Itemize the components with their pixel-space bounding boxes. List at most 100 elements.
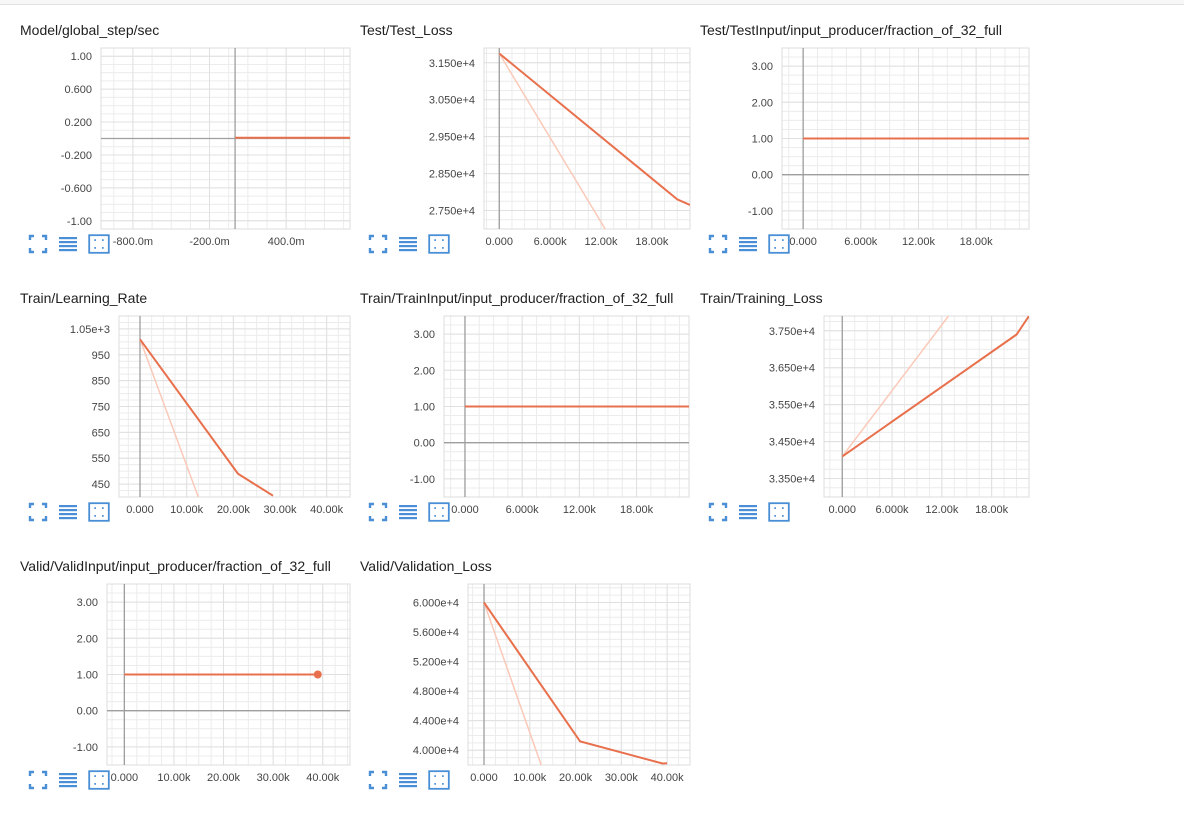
y-tick-label: 1.00 [752,134,773,146]
y-tick-label: 4.800e+4 [413,686,459,698]
list-icon [59,237,77,252]
list-button[interactable] [398,234,420,254]
y-tick-label: 950 [92,350,110,362]
plot-frame [467,583,691,766]
list-button[interactable] [738,234,760,254]
y-tick-label: 0.200 [64,117,92,129]
y-tick-label: 3.450e+4 [769,437,815,449]
chart-title: Train/TrainInput/input_producer/fraction… [360,290,674,306]
plot-frame [118,315,351,498]
chart-card: Train/Learning_Rate 0.000 10.00k 20.00k 30.0… [20,268,360,528]
y-tick-label: 3.650e+4 [769,363,815,375]
list-button[interactable] [398,502,420,522]
fit-domain-icon [88,502,110,522]
x-tick-label: 6.000k [534,236,568,248]
list-button[interactable] [58,770,80,790]
chart-plot[interactable]: 0.000 10.00k 20.00k 30.00k 40.00k 6.000e+4 5.6… [360,536,700,784]
expand-icon [708,234,728,254]
fit-domain-icon [768,502,790,522]
top-bar [0,0,1184,5]
fit-domain-button[interactable] [428,770,450,790]
chart-title: Test/Test_Loss [360,22,453,38]
x-tick-label: 18.00k [975,504,1009,516]
list-button[interactable] [738,502,760,522]
list-button[interactable] [398,770,420,790]
x-tick-label: 6.000k [506,504,540,516]
fit-domain-button[interactable] [428,234,450,254]
y-tick-label: 3.00 [77,597,98,609]
chart-title: Train/Learning_Rate [20,290,148,306]
expand-button[interactable] [28,770,50,790]
chart-plot[interactable]: 0.000 10.00k 20.00k 30.00k 40.00k 3.00 2.00 1.0… [20,536,360,784]
chart-plot[interactable]: -800.0m -200.0m 400.0m 1.00 0.600 0.200 -0.200… [20,0,360,248]
y-tick-label: 0.600 [64,84,92,96]
x-tick-label: 18.00k [635,236,669,248]
expand-icon [28,234,48,254]
expand-icon [368,770,388,790]
y-tick-label: 3.050e+4 [429,95,475,107]
y-tick-label: 4.400e+4 [413,716,459,728]
list-icon [399,773,417,788]
y-tick-label: -1.00 [67,216,92,228]
expand-icon [28,502,48,522]
series-line-smoothed [139,338,274,497]
x-tick-label: 0.000 [470,772,498,784]
series-line-raw [139,339,200,497]
fit-domain-button[interactable] [88,234,110,254]
chart-card: Train/TrainInput/input_producer/fraction… [360,268,700,528]
expand-button[interactable] [28,234,50,254]
fit-domain-button[interactable] [768,502,790,522]
fit-domain-button[interactable] [88,770,110,790]
y-tick-label: 3.00 [414,329,435,341]
fit-domain-icon [428,234,450,254]
y-tick-label: -1.00 [748,206,773,218]
y-tick-label: 4.000e+4 [413,745,459,757]
y-tick-label: 0.00 [752,170,773,182]
chart-plot[interactable]: 0.000 6.000k 12.00k 18.00k 3.750e+4 3.650e+4 3… [700,268,1040,516]
y-tick-label: 1.00 [71,51,92,63]
y-tick-label: 3.750e+4 [769,326,815,338]
series-line-smoothed [841,316,1029,458]
expand-button[interactable] [28,502,50,522]
y-tick-label: 0.00 [77,706,98,718]
list-icon [59,505,77,520]
fit-domain-button[interactable] [88,502,110,522]
list-button[interactable] [58,502,80,522]
y-tick-label: -0.600 [61,183,92,195]
chart-title: Test/TestInput/input_producer/fraction_o… [700,22,1002,38]
x-tick-label: 40.00k [310,504,344,516]
expand-button[interactable] [708,234,730,254]
series-line-smoothed [498,52,690,206]
fit-domain-icon [88,234,110,254]
chart-card: Test/TestInput/input_producer/fraction_o… [700,0,1040,260]
x-tick-label: 18.00k [960,236,994,248]
x-tick-label: 10.00k [157,772,191,784]
y-tick-label: -1.00 [73,742,98,754]
x-tick-label: -200.0m [189,236,229,248]
list-button[interactable] [58,234,80,254]
x-tick-label: 12.00k [902,236,936,248]
expand-button[interactable] [708,502,730,522]
chart-plot[interactable]: 0.000 6.000k 12.00k 18.00k 3.00 2.00 1.00 0.00 -… [360,268,700,516]
y-tick-label: 2.00 [77,633,98,645]
list-icon [59,773,77,788]
chart-title: Train/Training_Loss [700,290,823,306]
y-tick-label: 3.350e+4 [769,474,815,486]
chart-plot[interactable]: 0.000 10.00k 20.00k 30.00k 40.00k 1.05e+3 950 8… [20,268,360,516]
x-tick-label: 0.000 [126,504,154,516]
y-tick-label: -0.200 [61,150,92,162]
series-line-smoothed [483,601,668,765]
expand-button[interactable] [368,502,390,522]
x-tick-label: 20.00k [217,504,251,516]
fit-domain-button[interactable] [768,234,790,254]
expand-button[interactable] [368,770,390,790]
x-tick-label: 12.00k [925,504,959,516]
chart-plot[interactable]: 0.000 6.000k 12.00k 18.00k 3.00 2.00 1.00 0.00 -… [700,0,1040,248]
list-icon [739,505,757,520]
series-line-raw [498,53,606,229]
x-tick-label: 400.0m [268,236,305,248]
fit-domain-button[interactable] [428,502,450,522]
chart-card: Model/global_step/sec -800.0m -200.0m 400.0… [20,0,360,260]
chart-plot[interactable]: 0.000 6.000k 12.00k 18.00k 3.150e+4 3.050e+4 2… [360,0,700,248]
expand-button[interactable] [368,234,390,254]
